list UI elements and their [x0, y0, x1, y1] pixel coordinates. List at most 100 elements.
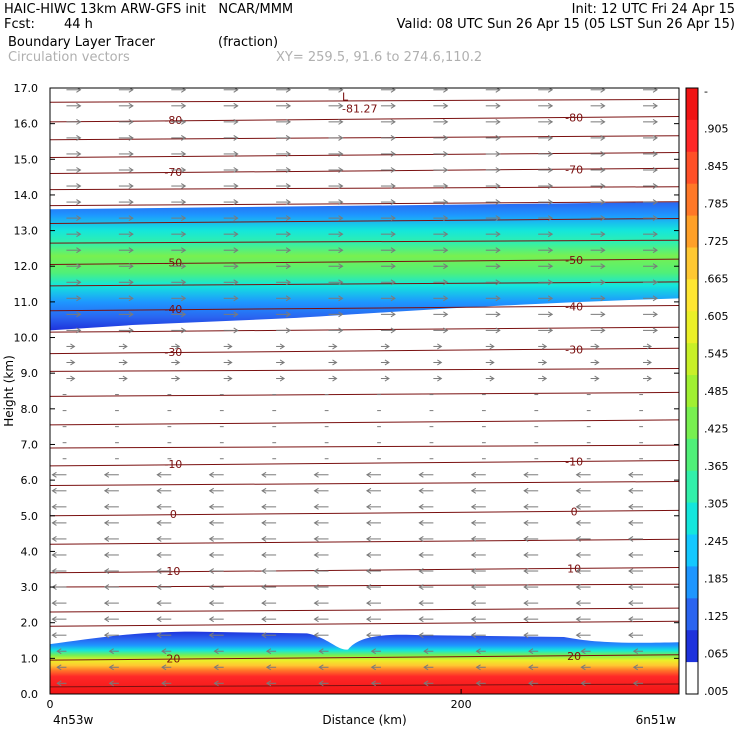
contour-line	[50, 583, 679, 588]
contour-label: -30	[565, 343, 583, 356]
y-tick-label: 1.0	[21, 652, 39, 665]
axes: 0.0 1.0 2.0 3.0 4.0 5.0 6.0 7.0 8.0 9.0 10.0 11.0 12…	[2, 82, 679, 727]
y-tick-label: 5.0	[21, 510, 39, 523]
contour-line	[50, 167, 679, 175]
contour-label: -10	[164, 458, 182, 471]
valid-time: Valid: 08 UTC Sun 26 Apr 15 (05 LST Sun …	[396, 17, 735, 32]
y-tick-label: 2.0	[21, 617, 39, 630]
contour-label: -10	[565, 456, 583, 469]
colorbar-swatch	[686, 406, 698, 440]
contour-label: -70	[164, 166, 182, 179]
colorbar-label: .245	[704, 535, 729, 548]
colorbar-swatch	[686, 119, 698, 153]
colorbar-swatch	[686, 183, 698, 217]
contour-label: -80	[164, 114, 182, 127]
contour-line	[50, 98, 679, 103]
colorbar-swatch	[686, 375, 698, 408]
contour-line	[50, 607, 679, 613]
contour-label: 10	[166, 565, 180, 578]
colorbar-label: .485	[704, 385, 729, 398]
colorbar-label: .185	[704, 573, 729, 586]
colorbar-swatch	[686, 247, 698, 280]
colorbar-swatch	[686, 438, 698, 472]
forecast-label: Fcst:	[4, 17, 35, 32]
contour-label: -70	[565, 163, 583, 176]
colorbar-swatch	[686, 662, 698, 695]
contour-line	[50, 239, 679, 244]
contour-label: 0	[170, 508, 177, 521]
colorbar-label: .665	[704, 273, 729, 286]
contour-line	[50, 368, 679, 372]
cross-section-endpoints: XY= 259.5, 91.6 to 274.6,110.2	[276, 50, 483, 65]
colorbar-swatch	[686, 151, 698, 185]
colorbar-swatch	[686, 343, 698, 376]
colorbar-swatch	[686, 630, 698, 663]
colorbar-label: .125	[704, 610, 729, 623]
contour-line	[50, 620, 679, 627]
colorbar-swatch	[686, 534, 698, 567]
x-axis-label: Distance (km)	[322, 713, 406, 727]
tracer-field	[50, 202, 679, 694]
contour-line	[50, 538, 679, 545]
colorbar-swatch	[686, 88, 698, 121]
y-tick-label: 11.0	[14, 296, 39, 309]
upper-tracer-layer	[50, 202, 679, 331]
plot-frame	[49, 87, 680, 695]
plot-title: HAIC-HIWC 13km ARW-GFS init NCAR/MMM	[4, 2, 294, 17]
y-tick-label: 12.0	[14, 260, 39, 273]
contour-label: -50	[164, 257, 182, 270]
contour-label: -40	[164, 303, 182, 316]
y-tick-label: 8.0	[21, 403, 39, 416]
temperature-contours: -80 -80 -70 -70 -50 -50 -40 -40 -30 -30 -10 -10 0 0 10…	[50, 90, 679, 688]
contour-line	[50, 258, 679, 265]
contour-line	[50, 304, 679, 312]
colorbar-swatch	[686, 502, 698, 536]
colorbar-swatch	[686, 215, 698, 248]
contour-line	[50, 281, 679, 287]
colorbar-label: .605	[704, 310, 729, 323]
contour-line	[50, 654, 679, 661]
contour-label: 20	[166, 652, 180, 665]
contour-line	[50, 460, 679, 467]
contour-line	[50, 391, 679, 397]
forecast-hours: 44 h	[64, 17, 93, 32]
field-units: (fraction)	[218, 35, 279, 50]
x-tick-label: 200	[451, 698, 472, 711]
minimum-value: -81.27	[342, 102, 377, 115]
colorbar-label: .845	[704, 160, 729, 173]
colorbar-label: .305	[704, 498, 729, 511]
y-tick-label: 16.0	[14, 118, 39, 131]
colorbar-label: .065	[704, 648, 729, 661]
contour-line	[50, 419, 679, 426]
contour-line	[50, 116, 679, 123]
colorbar-swatch	[686, 470, 698, 504]
contour-line	[50, 481, 679, 486]
contour-line	[50, 135, 679, 141]
contour-label: -80	[565, 112, 583, 125]
y-tick-label: 14.0	[14, 189, 39, 202]
contour-line	[50, 566, 679, 574]
contour-line	[50, 444, 679, 449]
vector-field-name: Circulation vectors	[8, 50, 130, 65]
y-tick-label: 3.0	[21, 581, 39, 594]
colorbar-label: .545	[704, 348, 729, 361]
colorbar-label: .905	[704, 123, 729, 136]
contour-line	[50, 326, 679, 333]
colorbar-swatch	[686, 311, 698, 344]
colorbar: - .905 .845 .785 .725 .665 .605 .545 .485 .425 .36…	[685, 85, 729, 698]
y-tick-label: 17.0	[14, 82, 39, 95]
colorbar-label: .425	[704, 423, 729, 436]
colorbar-swatch	[686, 279, 698, 312]
x-tick-label: 0	[47, 698, 54, 711]
contour-label: -40	[565, 301, 583, 314]
y-tick-label: 7.0	[21, 438, 39, 451]
init-time: Init: 12 UTC Fri 24 Apr 15	[571, 2, 735, 17]
right-endpoint-label: 6n51w	[636, 713, 677, 727]
colorbar-label: -	[704, 85, 708, 98]
y-tick-label: 0.0	[21, 688, 39, 701]
y-tick-label: 4.0	[21, 545, 39, 558]
y-axis-label: Height (km)	[2, 355, 16, 426]
contour-label: 20	[567, 650, 581, 663]
left-endpoint-label: 4n53w	[53, 713, 94, 727]
